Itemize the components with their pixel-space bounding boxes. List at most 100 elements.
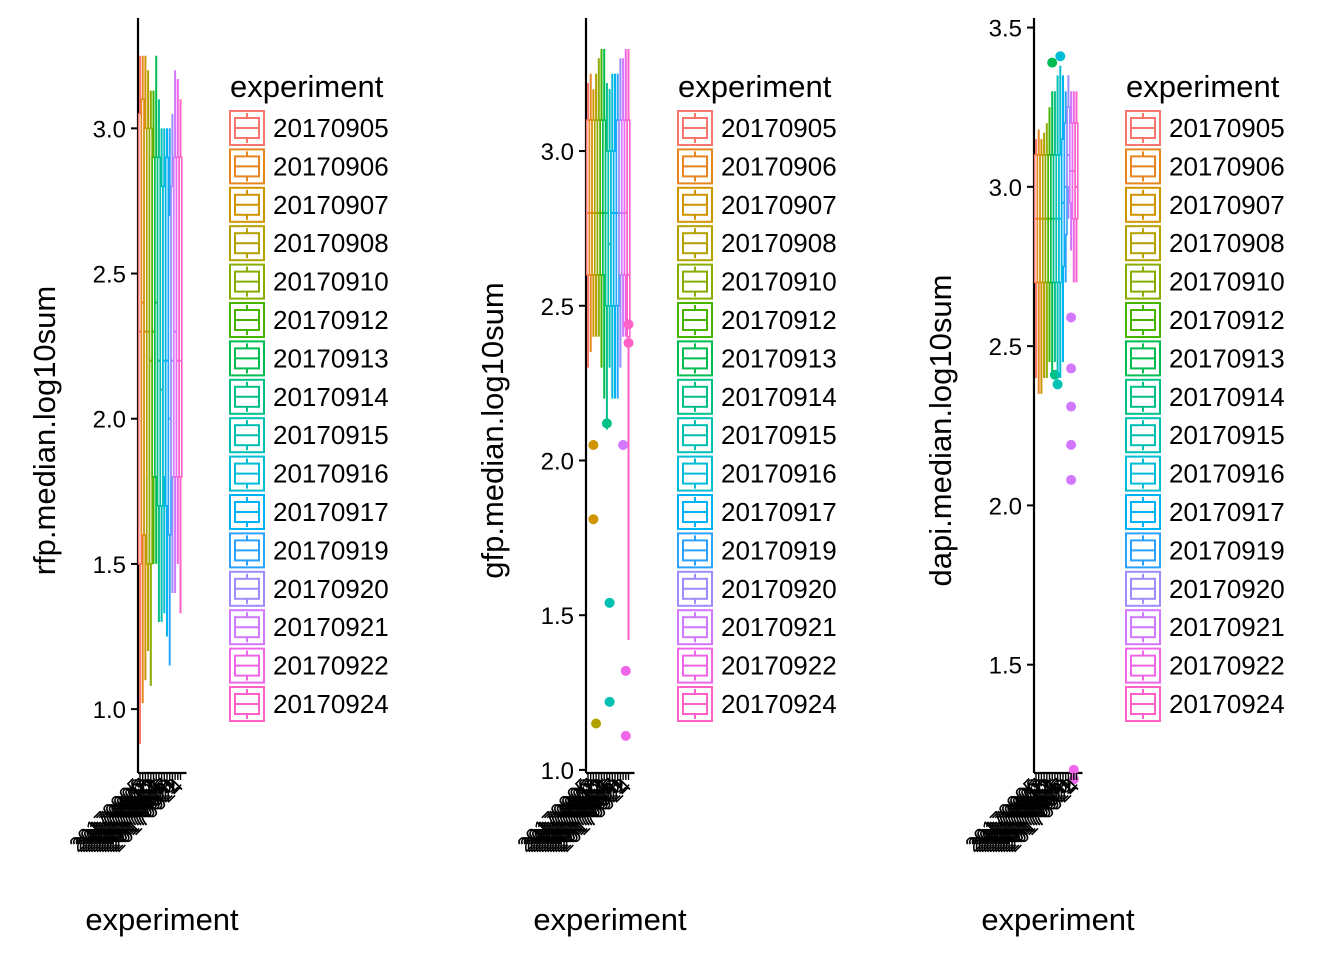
legend-item: 20170913 [677, 340, 837, 377]
legend-item: 20170913 [229, 340, 389, 377]
legend-item: 20170908 [1125, 225, 1285, 262]
legend-label: 20170917 [273, 497, 389, 527]
outlier-point [623, 319, 634, 330]
legend-label: 20170913 [273, 343, 389, 373]
legend-label: 20170905 [721, 113, 837, 143]
y-axis-title: rfp.median.log10sum [27, 286, 62, 576]
legend-item: 20170915 [229, 417, 389, 454]
box-20170924 [623, 48, 634, 640]
y-tick-label: 3.0 [989, 175, 1022, 202]
box-20170924 [1074, 91, 1079, 283]
y-tick-label: 3.0 [93, 116, 126, 143]
legend-label: 20170912 [721, 305, 837, 335]
legend-item: 20170921 [1125, 609, 1285, 646]
legend: experiment 20170905 20170906 20170907 201709… [677, 69, 837, 722]
legend-item: 20170919 [677, 532, 837, 569]
y-axis-title: dapi.median.log10sum [923, 275, 958, 587]
legend-title: experiment [678, 69, 832, 104]
legend-item: 20170912 [229, 302, 389, 338]
outlier-point [1068, 764, 1079, 775]
box-iqr [626, 119, 631, 338]
box-20170916 [610, 73, 615, 399]
legend-item: 20170922 [1125, 647, 1285, 684]
legend-label: 20170916 [273, 459, 389, 489]
legend-item: 20170916 [229, 455, 389, 492]
legend-item: 20170924 [229, 686, 389, 722]
box-20170912 [1047, 107, 1052, 363]
y-tick-label: 2.0 [541, 448, 574, 475]
legend-item: 20170906 [229, 148, 389, 185]
legend-label: 20170922 [721, 651, 837, 681]
outlier-point [588, 440, 599, 451]
legend-label: 20170924 [273, 689, 389, 719]
x-axis-title: experiment [981, 902, 1135, 937]
box-iqr [178, 156, 183, 478]
legend-item: 20170920 [229, 570, 389, 607]
box-20170920 [1066, 75, 1071, 219]
legend-item: 20170920 [1125, 570, 1285, 607]
legend-label: 20170921 [273, 612, 389, 642]
box-iqr [1074, 122, 1079, 220]
legend-item: 20170906 [677, 148, 837, 185]
legend-item: 20170922 [229, 647, 389, 684]
legend-item: 20170916 [677, 455, 837, 492]
legend-label: 20170919 [273, 535, 389, 565]
legend-label: 20170915 [721, 420, 837, 450]
y-tick-label: 2.5 [989, 334, 1022, 361]
outlier-point [620, 665, 631, 676]
legend-label: 20170906 [273, 151, 389, 181]
legend-label: 20170905 [1169, 113, 1285, 143]
outlier-point [1066, 363, 1077, 374]
legend-label: 20170914 [721, 382, 837, 412]
legend-title: experiment [230, 69, 384, 104]
legend-item: 20170915 [1125, 417, 1285, 454]
legend-label: 20170910 [1169, 267, 1285, 297]
legend-item: 20170910 [229, 263, 389, 300]
legend-label: 20170905 [273, 113, 389, 143]
y-tick-label: 3.5 [989, 16, 1022, 43]
y-tick-label: 1.5 [93, 552, 126, 579]
y-tick-label: 1.5 [541, 603, 574, 630]
legend-item: 20170924 [1125, 686, 1285, 722]
legend-label: 20170920 [1169, 574, 1285, 604]
box-20170920 [170, 113, 175, 593]
legend-label: 20170910 [273, 267, 389, 297]
legend-item: 20170905 [1125, 110, 1285, 146]
legend-label: 20170922 [1169, 651, 1285, 681]
legend-label: 20170907 [1169, 190, 1285, 220]
legend-item: 20170920 [677, 570, 837, 607]
outlier-point [1047, 57, 1058, 68]
outlier-point [618, 440, 629, 451]
outlier-point [1066, 439, 1077, 450]
outlier-point [604, 597, 615, 608]
legend-label: 20170924 [721, 689, 837, 719]
legend-label: 20170922 [273, 651, 389, 681]
legend: experiment 20170905 20170906 20170907 201709… [229, 69, 389, 722]
legend-item: 20170907 [677, 186, 837, 223]
legend-label: 20170915 [273, 420, 389, 450]
legend-label: 20170920 [721, 574, 837, 604]
legend-title: experiment [1126, 69, 1280, 104]
legend-label: 20170921 [721, 612, 837, 642]
panel-rfp.median.log10sum: 1.0 1.5 2.0 2.5 3.0 20170905 20170906 20170907 2… [27, 18, 389, 937]
legend-item: 20170905 [677, 110, 837, 146]
legend: experiment 20170905 20170906 20170907 201709… [1125, 69, 1285, 722]
x-axis-title: experiment [85, 902, 239, 937]
box-20170908 [591, 73, 602, 729]
legend-item: 20170907 [1125, 186, 1285, 223]
outlier-point [591, 718, 602, 729]
legend-item: 20170912 [677, 302, 837, 338]
legend-item: 20170922 [677, 647, 837, 684]
box-20170924 [178, 99, 183, 614]
legend-item: 20170915 [677, 417, 837, 454]
legend-item: 20170905 [229, 110, 389, 146]
outlier-point [623, 337, 634, 348]
legend-item: 20170916 [1125, 455, 1285, 492]
legend-label: 20170914 [1169, 382, 1285, 412]
outlier-point [588, 514, 599, 525]
legend-label: 20170906 [721, 151, 837, 181]
legend-item: 20170910 [1125, 263, 1285, 300]
y-tick-label: 2.5 [93, 262, 126, 289]
